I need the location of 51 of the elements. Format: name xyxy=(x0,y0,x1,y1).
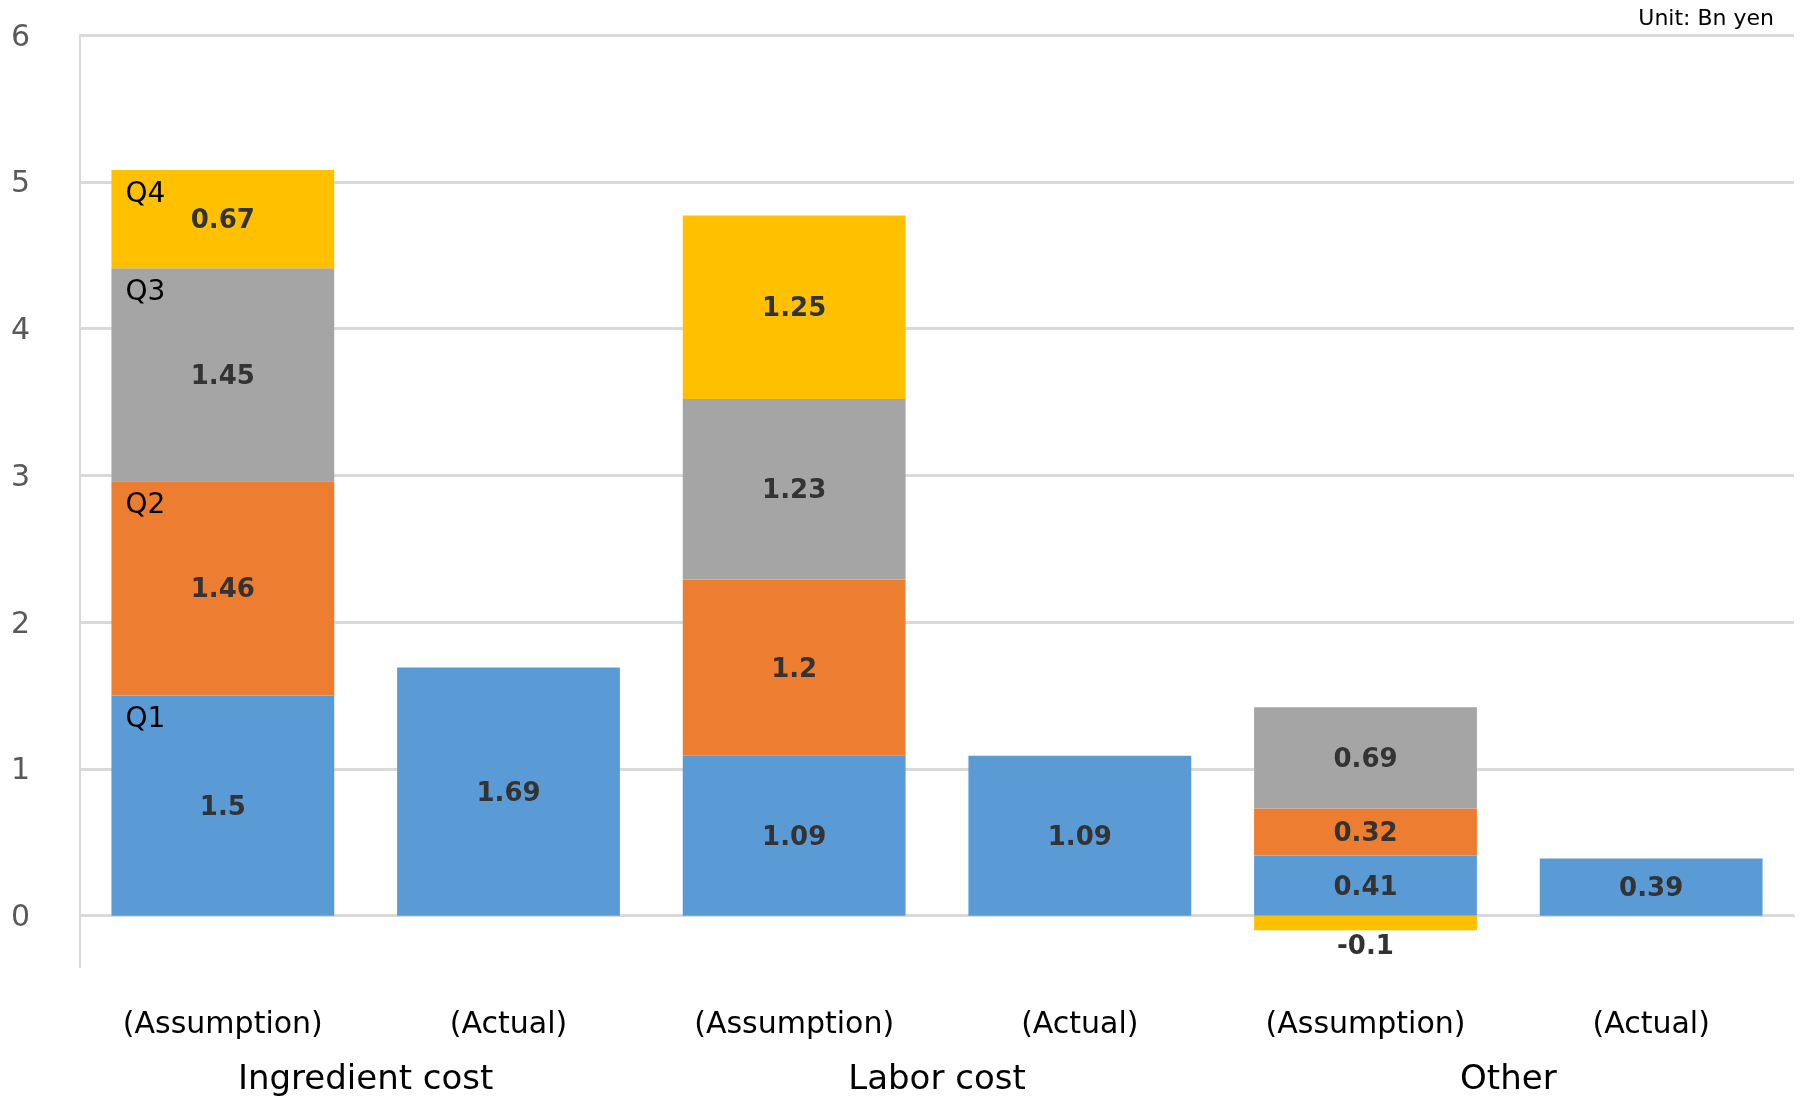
y-tick-label: 5 xyxy=(10,164,30,200)
data-label: 1.69 xyxy=(476,776,541,807)
bar xyxy=(111,695,335,916)
data-label: 0.69 xyxy=(1333,742,1398,773)
data-label: 1.09 xyxy=(1047,820,1112,851)
bar xyxy=(682,398,906,580)
bar xyxy=(111,170,335,269)
y-tick-label: 2 xyxy=(10,604,30,640)
data-label: -0.1 xyxy=(1337,930,1394,961)
y-tick-label: 3 xyxy=(10,457,30,493)
y-tick-label: 6 xyxy=(10,17,30,53)
series-label: Q1 xyxy=(125,700,166,734)
data-label: 0.67 xyxy=(190,204,255,235)
data-label: 1.45 xyxy=(190,359,255,390)
bar xyxy=(682,755,906,916)
x-tick-label: (Assumption) xyxy=(122,1004,323,1040)
bar xyxy=(1254,915,1477,931)
data-label: 1.2 xyxy=(771,652,818,683)
bar xyxy=(111,481,335,696)
series-label: Q3 xyxy=(125,273,166,307)
bar xyxy=(1254,707,1477,809)
bar xyxy=(1254,808,1477,856)
data-label: 0.32 xyxy=(1333,816,1398,847)
y-tick-label: 1 xyxy=(10,751,30,787)
data-label: 1.09 xyxy=(762,820,827,851)
series-label: Q4 xyxy=(125,175,166,209)
data-label: 0.39 xyxy=(1619,872,1684,903)
bar xyxy=(1254,855,1477,916)
data-label: 1.46 xyxy=(190,573,255,604)
data-label: 0.41 xyxy=(1333,870,1398,901)
data-label: 1.25 xyxy=(762,292,827,323)
y-tick-label: 0 xyxy=(10,898,30,934)
x-tick-label: (Assumption) xyxy=(694,1004,895,1040)
text: Unit: Bn yen xyxy=(1638,4,1774,30)
series-label: Q2 xyxy=(125,486,166,520)
x-tick-label: (Actual) xyxy=(1021,1004,1139,1040)
data-label: 1.23 xyxy=(762,474,827,505)
text: Labor cost xyxy=(848,1057,1026,1097)
y-tick-label: 4 xyxy=(10,311,30,347)
x-tick-label: (Assumption) xyxy=(1265,1004,1466,1040)
bar xyxy=(111,268,335,482)
bar xyxy=(397,667,620,916)
x-tick-label: (Actual) xyxy=(1592,1004,1710,1040)
text: Ingredient cost xyxy=(237,1057,494,1097)
text: Other xyxy=(1460,1057,1557,1097)
bar xyxy=(682,579,906,756)
bar xyxy=(968,755,1192,916)
bar xyxy=(682,215,906,399)
data-label: 1.5 xyxy=(199,790,246,821)
bar xyxy=(1539,858,1763,916)
x-tick-label: (Actual) xyxy=(449,1004,568,1040)
